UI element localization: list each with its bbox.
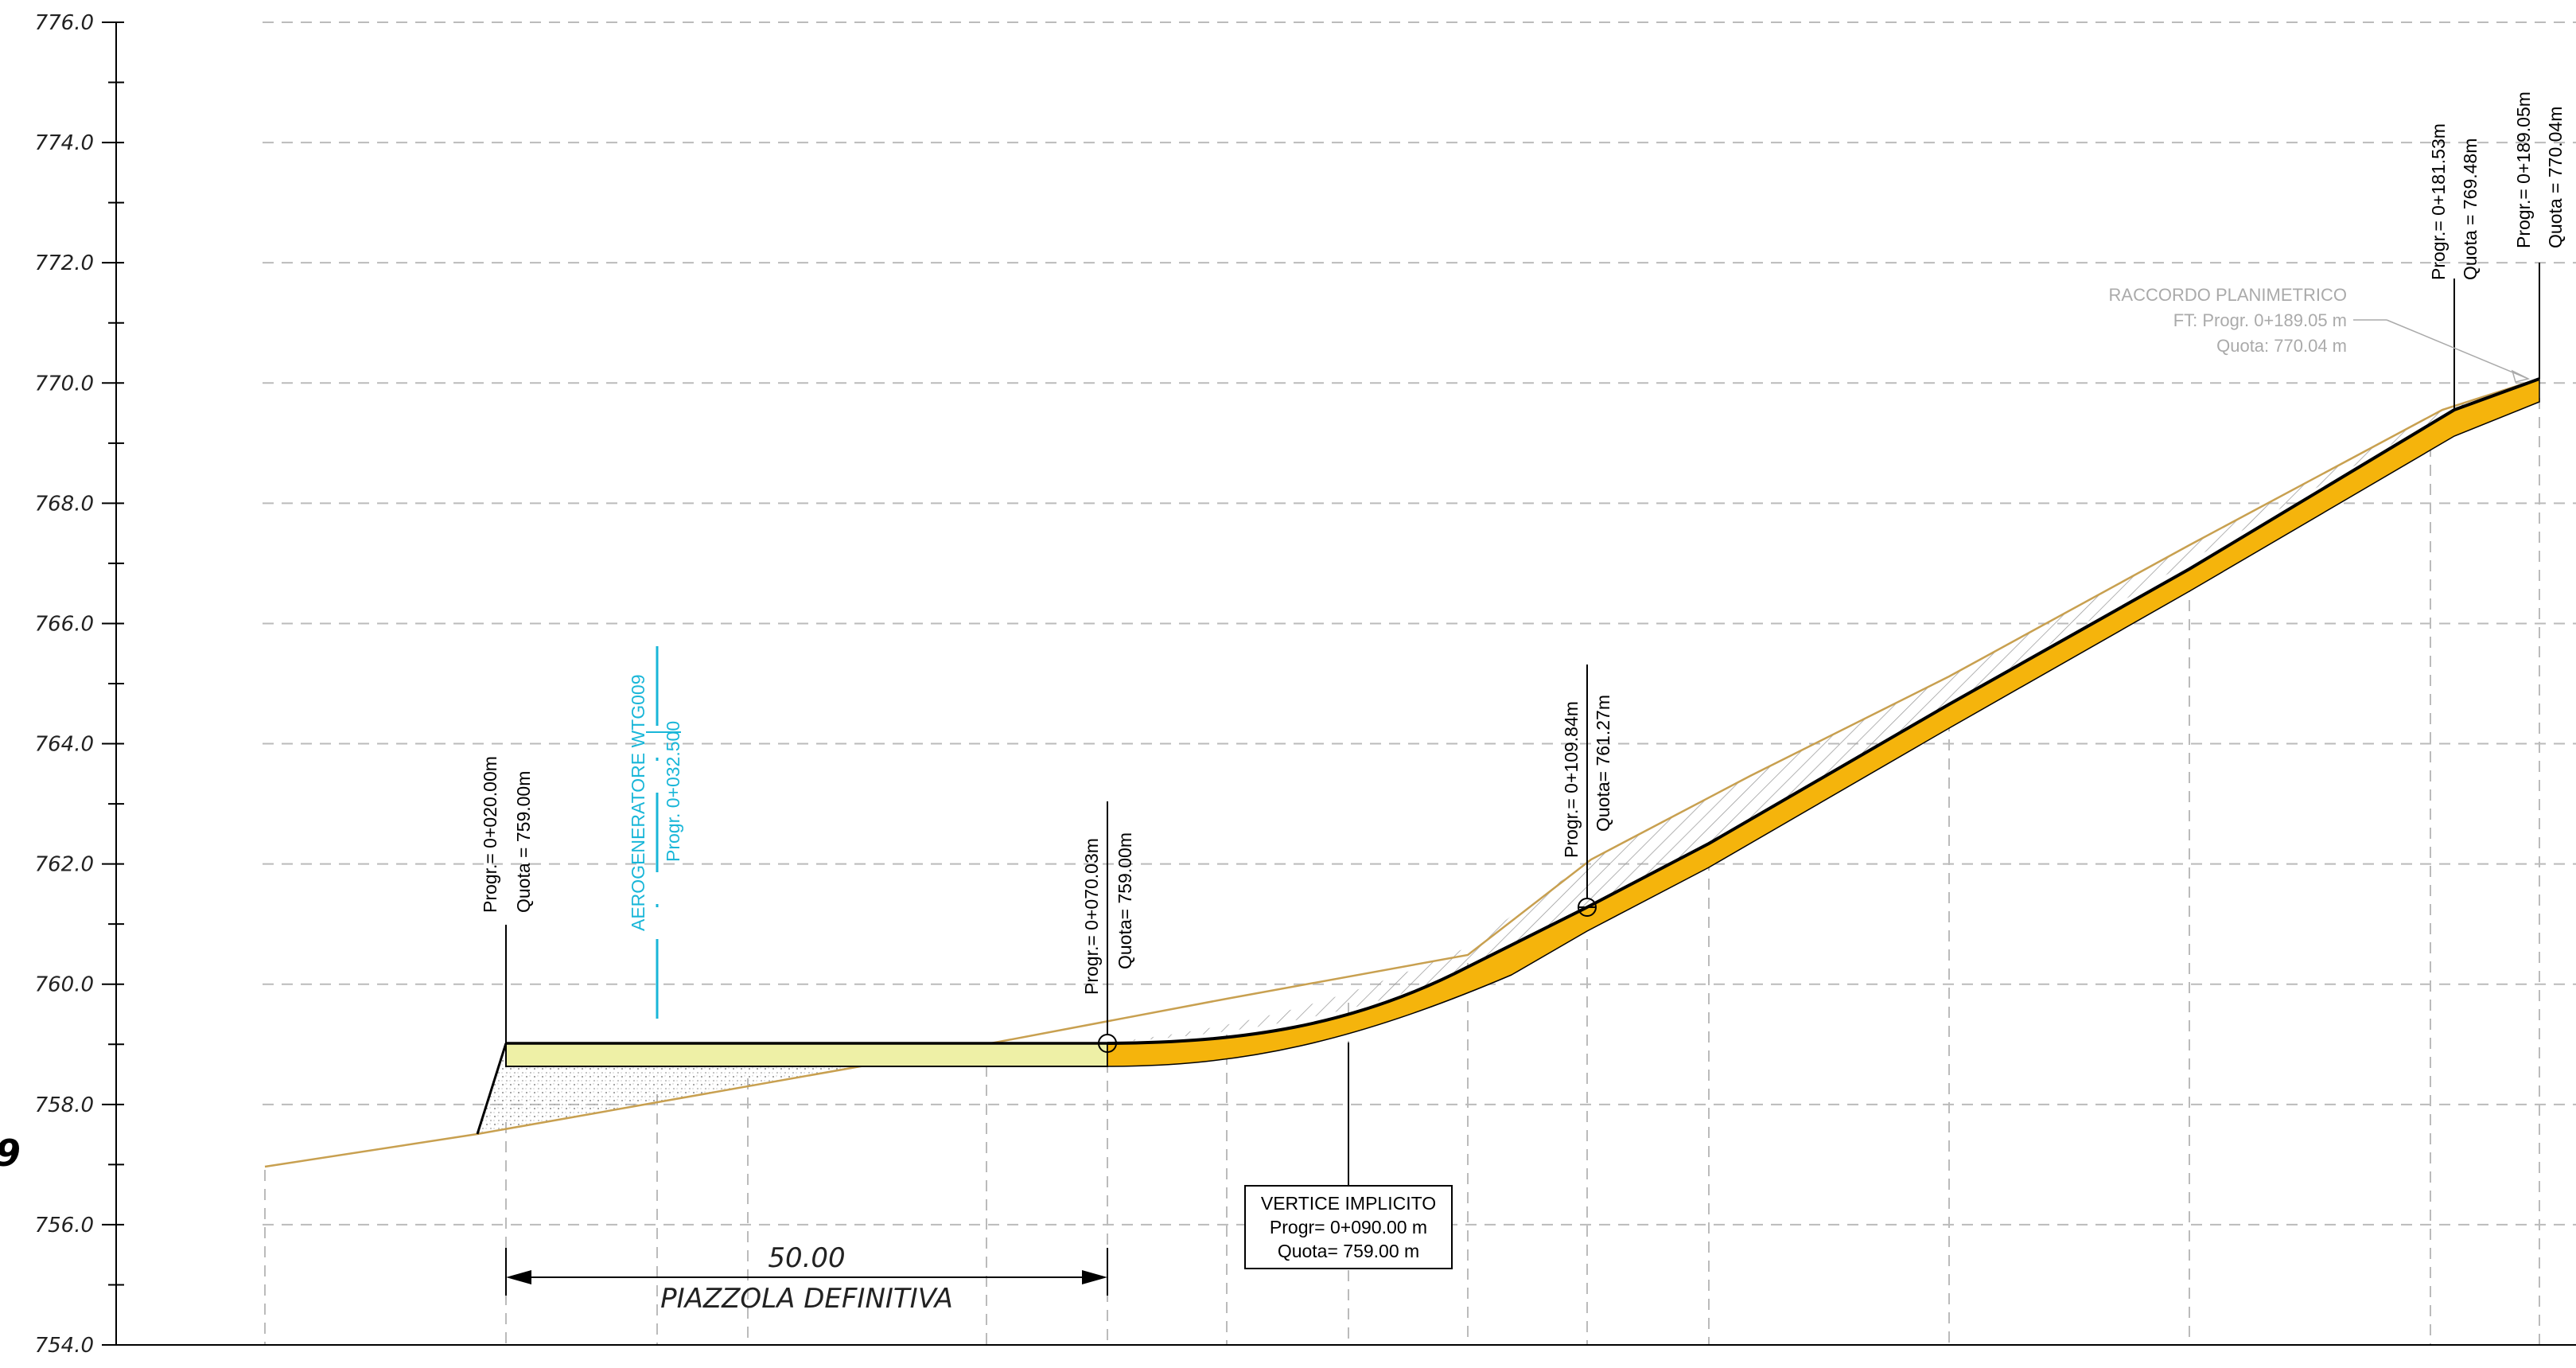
y-axis-tick-labels: 776.0 774.0 772.0 770.0 768.0 766.0 764.0 762.0…: [35, 11, 94, 1358]
annotation-start-progr: Progr.= 0+020.00m: [480, 756, 500, 913]
y-axis-tick-label: 764.0: [35, 733, 94, 757]
y-axis: 776.0 774.0 772.0 770.0 768.0 766.0 764.0 762.0…: [35, 11, 124, 1358]
fill-hatch-area: [1107, 379, 2539, 1043]
annotation-end-progr: Progr.= 0+189.05m: [2513, 92, 2534, 248]
y-axis-tick-label: 766.0: [35, 612, 94, 636]
annotation-start-quota: Quota = 759.00m: [513, 771, 534, 913]
sheet-edge-label: 9: [0, 1132, 21, 1175]
raccordo-title: RACCORDO PLANIMETRICO: [2109, 285, 2347, 305]
vertice-title: VERTICE IMPLICITO: [1261, 1193, 1436, 1214]
annotation-turbine-progr: Progr. 0+032.500: [663, 721, 683, 862]
y-axis-tick-label: 774.0: [35, 131, 94, 155]
annotation-end: Progr.= 0+189.05m Quota = 770.04m: [2513, 92, 2566, 248]
vertice-implicito-box: VERTICE IMPLICITO Progr= 0+090.00 m Quot…: [1244, 1043, 1453, 1269]
y-axis-tick-label: 776.0: [35, 11, 94, 35]
annotation-pad-end-quota: Quota= 759.00m: [1115, 832, 1135, 969]
raccordo-progr: FT: Progr. 0+189.05 m: [2173, 310, 2347, 330]
annotation-near-end-progr: Progr.= 0+181.53m: [2428, 123, 2449, 280]
y-axis-tick-label: 756.0: [35, 1214, 94, 1237]
y-axis-tick-label: 768.0: [35, 492, 94, 516]
annotation-near-end: Progr.= 0+181.53m Quota = 769.48m: [2428, 123, 2481, 280]
annotation-mid-progr: Progr.= 0+109.84m: [1561, 701, 1582, 858]
y-axis-tick-label: 754.0: [35, 1334, 94, 1358]
annotation-mid-quota: Quota= 761.27m: [1593, 695, 1613, 832]
existing-ground-line: [264, 377, 2540, 1168]
dimension-value: 50.00: [768, 1242, 845, 1274]
y-axis-tick-label: 758.0: [35, 1093, 94, 1117]
annotation-turbine: AEROGENERATORE WTG009 Progr. 0+032.500: [628, 675, 683, 932]
annotation-start: Progr.= 0+020.00m Quota = 759.00m: [480, 756, 534, 913]
y-axis-tick-label: 762.0: [35, 853, 94, 877]
dimension-label: PIAZZOLA DEFINITIVA: [660, 1283, 953, 1315]
piazzola-pad: [505, 1043, 1108, 1067]
pad-left-slope: [476, 1043, 508, 1135]
annotation-turbine-name: AEROGENERATORE WTG009: [628, 675, 648, 932]
annotation-mid: Progr.= 0+109.84m Quota= 761.27m: [1561, 695, 1613, 858]
dimension-piazzola: 50.00 PIAZZOLA DEFINITIVA: [505, 1242, 1108, 1315]
raccordo-planimetrico-note: RACCORDO PLANIMETRICO FT: Progr. 0+189.0…: [2109, 285, 2531, 383]
y-axis-tick-label: 760.0: [35, 973, 94, 997]
y-axis-tick-label: 770.0: [35, 372, 94, 396]
y-axis-tick-label: 772.0: [35, 251, 94, 275]
annotation-pad-end-progr: Progr.= 0+070.03m: [1081, 838, 1102, 995]
raccordo-quota: Quota: 770.04 m: [2216, 336, 2347, 356]
vertice-quota: Quota= 759.00 m: [1278, 1241, 1419, 1261]
y-axis-ticks: [102, 21, 124, 1346]
annotation-end-quota: Quota = 770.04m: [2545, 107, 2566, 248]
annotation-pad-end: Progr.= 0+070.03m Quota= 759.00m: [1081, 832, 1135, 995]
annotation-near-end-quota: Quota = 769.48m: [2460, 138, 2481, 280]
vertice-progr: Progr= 0+090.00 m: [1270, 1217, 1427, 1237]
